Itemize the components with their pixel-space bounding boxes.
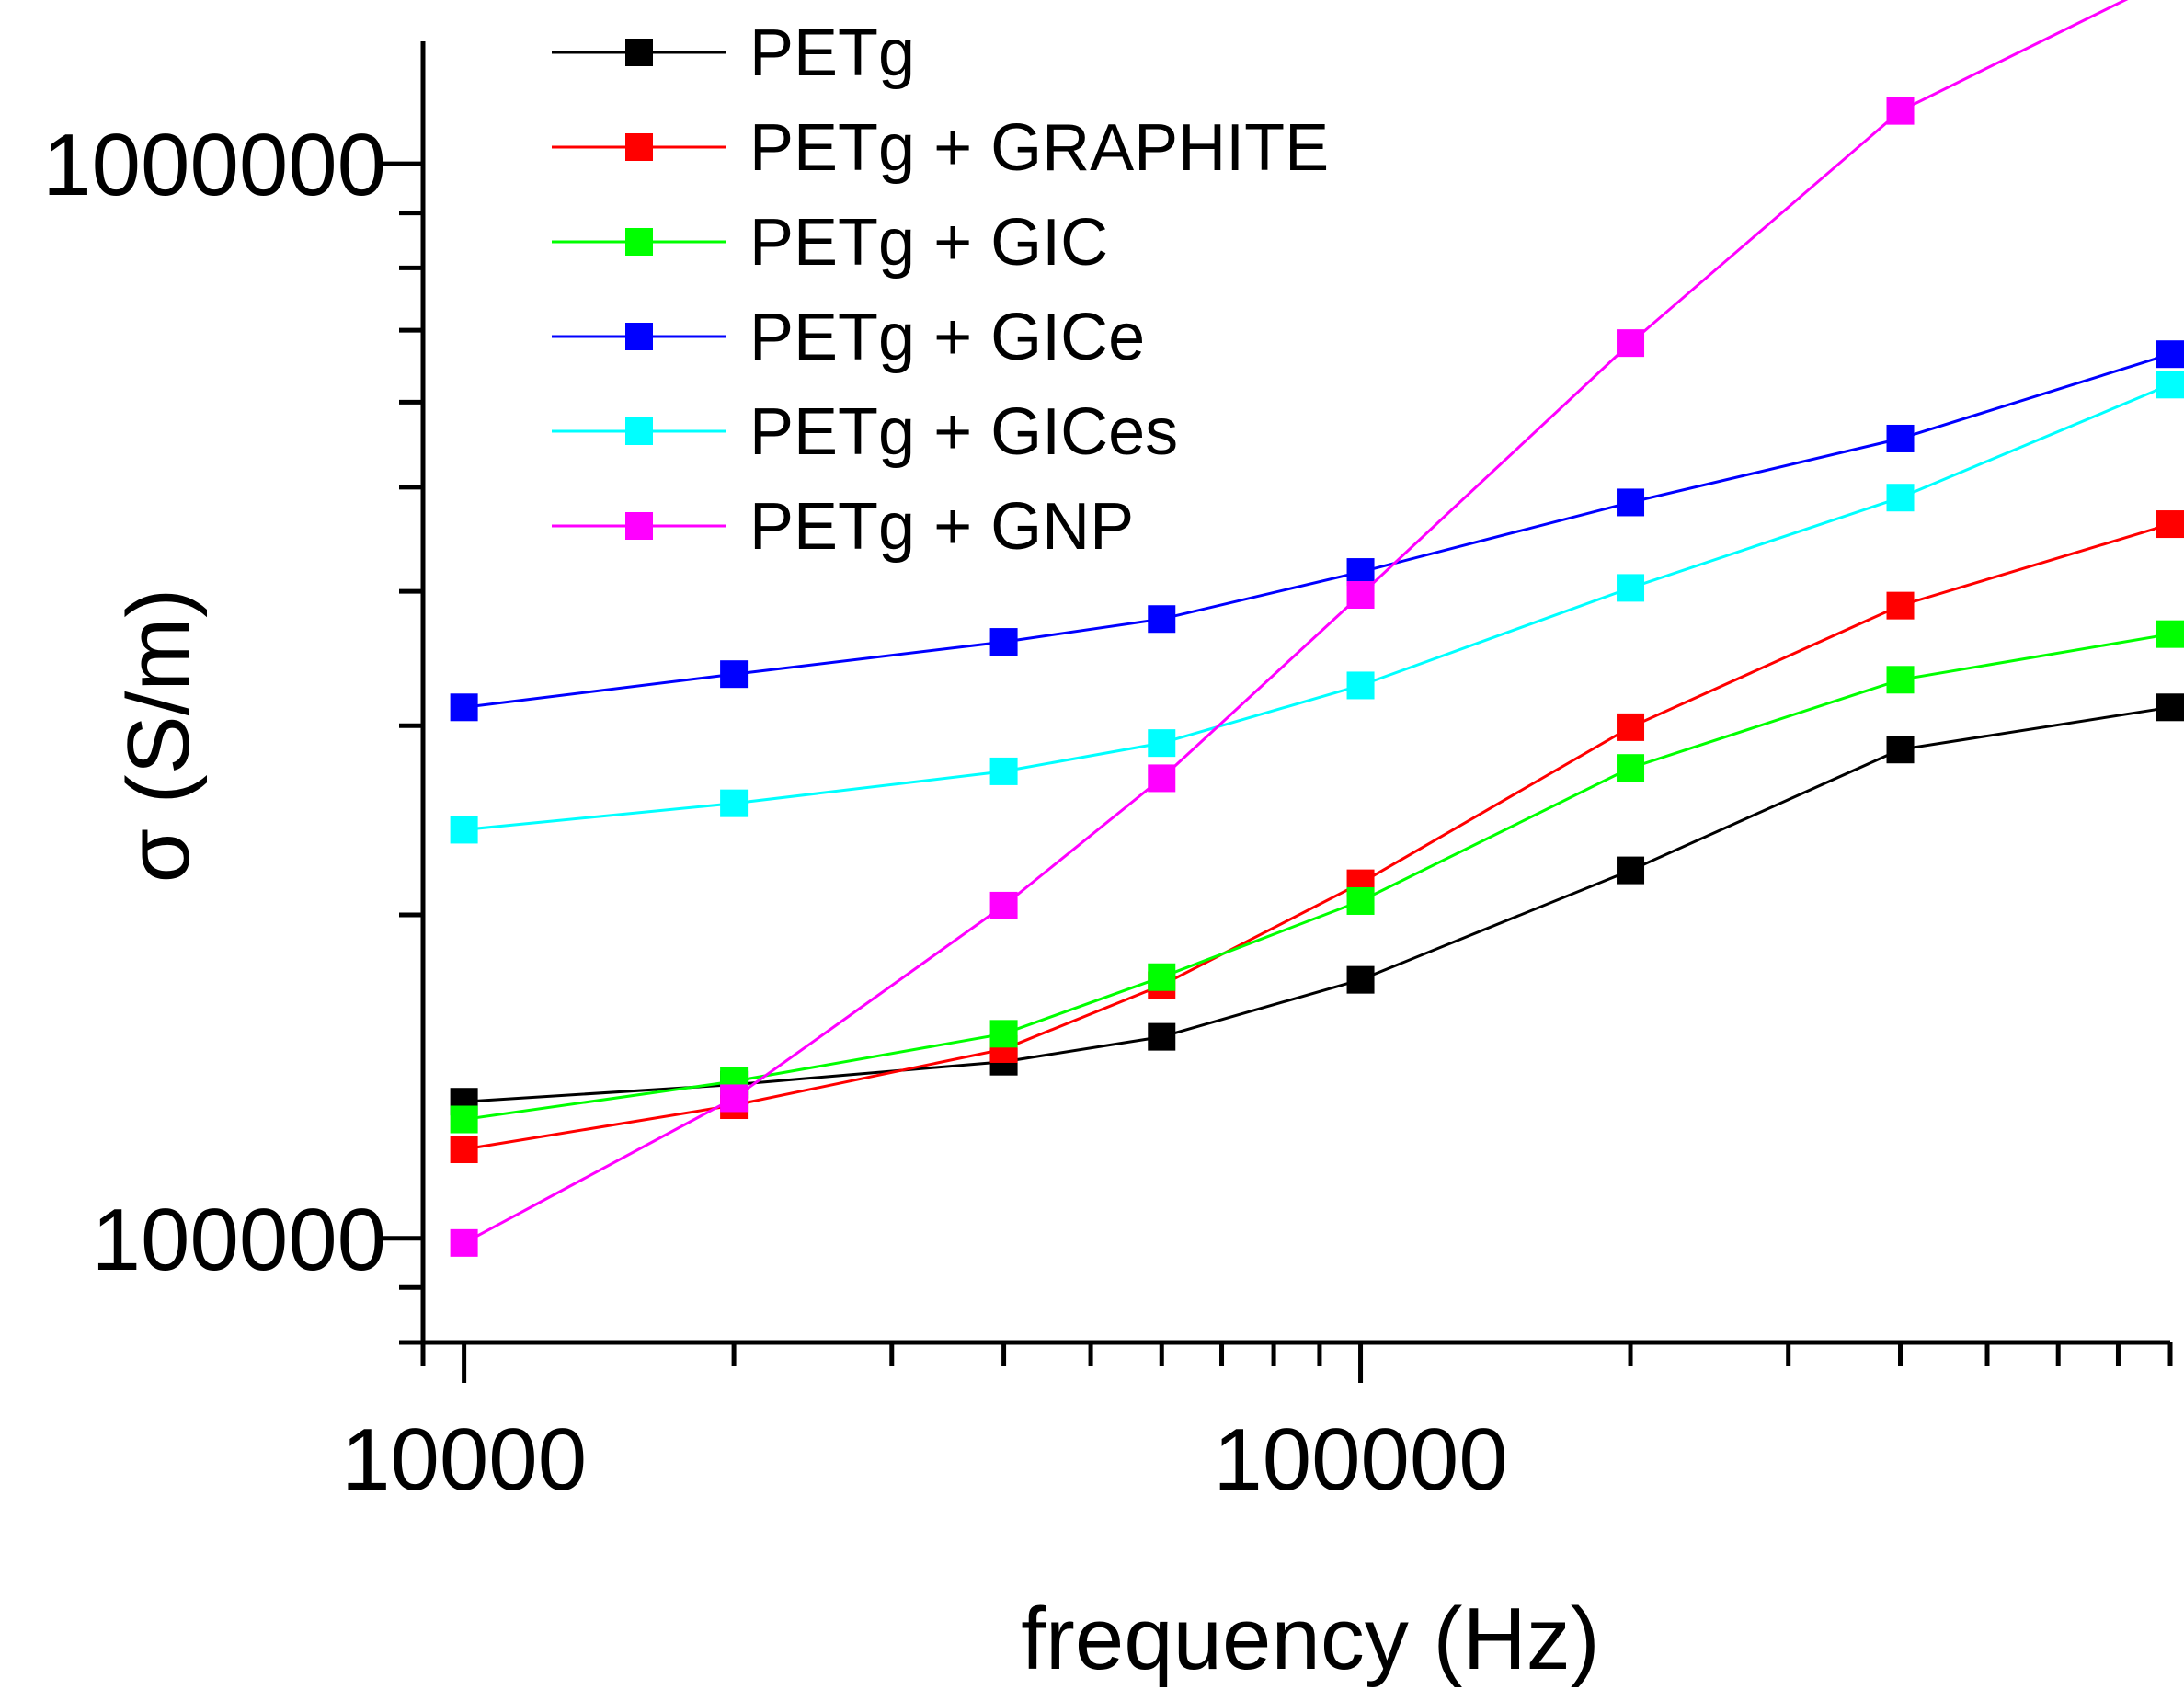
legend-entry: PETg xyxy=(552,17,915,90)
legend-marker xyxy=(625,228,653,256)
data-point xyxy=(450,1136,478,1164)
data-point xyxy=(989,757,1018,785)
data-point xyxy=(720,660,749,689)
x-axis-title: frequency (Hz) xyxy=(1021,1590,1600,1688)
series-2 xyxy=(450,510,2184,1164)
series-3 xyxy=(450,620,2184,1134)
legend-entry: PETg + GRAPHITE xyxy=(552,111,1329,185)
data-point xyxy=(2156,510,2184,539)
data-point xyxy=(450,816,478,844)
legend-marker xyxy=(625,417,653,445)
legend-entry: PETg + GICe xyxy=(552,301,1145,374)
data-point xyxy=(720,1084,749,1113)
legend-marker xyxy=(625,512,653,540)
data-point xyxy=(1886,97,1915,125)
data-point xyxy=(1886,484,1915,512)
legend-label: PETg + GNP xyxy=(749,490,1134,564)
data-point xyxy=(1346,886,1375,915)
data-point xyxy=(2156,371,2184,399)
data-point xyxy=(450,1105,478,1134)
data-point xyxy=(1886,666,1915,694)
series-line xyxy=(463,522,2171,1151)
data-point xyxy=(1148,1022,1176,1051)
series-line xyxy=(463,352,2171,709)
legend-marker xyxy=(625,323,653,350)
data-point xyxy=(1886,424,1915,452)
data-point xyxy=(1346,965,1375,994)
y-tick-label: 1000000 xyxy=(42,116,386,214)
legend: PETg PETg + GRAPHITE PETg + GIC PETg + GICe… xyxy=(552,17,1329,564)
legend-label: PETg + GICes xyxy=(749,395,1178,469)
data-point xyxy=(1886,736,1915,764)
data-point xyxy=(1148,729,1176,758)
data-point xyxy=(1886,591,1915,620)
data-point xyxy=(1617,574,1645,602)
data-point xyxy=(1148,605,1176,634)
legend-label: PETg + GICe xyxy=(749,301,1145,374)
data-point xyxy=(2156,693,2184,722)
data-point xyxy=(1617,488,1645,517)
data-point xyxy=(1617,713,1645,741)
series-4 xyxy=(450,340,2184,722)
data-point xyxy=(1617,754,1645,782)
legend-marker xyxy=(625,39,653,66)
data-point xyxy=(989,891,1018,919)
y-axis-title: σ (S/m) xyxy=(109,588,208,884)
series-line xyxy=(463,633,2171,1121)
legend-label: PETg + GIC xyxy=(749,206,1108,280)
legend-entry: PETg + GNP xyxy=(552,490,1134,564)
series-layer xyxy=(450,0,2184,1257)
series-line xyxy=(463,0,2129,1245)
legend-label: PETg xyxy=(749,17,915,90)
data-point xyxy=(989,628,1018,656)
x-tick-label: 10000 xyxy=(341,1410,587,1509)
x-tick-label: 100000 xyxy=(1213,1410,1507,1509)
data-point xyxy=(1148,764,1176,793)
series-6 xyxy=(450,0,2129,1257)
data-point xyxy=(1617,856,1645,885)
y-tick-label: 100000 xyxy=(92,1191,386,1289)
data-point xyxy=(720,789,749,817)
data-point xyxy=(450,1228,478,1257)
data-point xyxy=(1346,581,1375,610)
series-5 xyxy=(450,371,2184,844)
data-point xyxy=(1346,671,1375,700)
legend-marker xyxy=(625,133,653,161)
legend-label: PETg + GRAPHITE xyxy=(749,111,1329,185)
series-line xyxy=(463,705,2171,1103)
series-line xyxy=(463,382,2171,831)
legend-entry: PETg + GIC xyxy=(552,206,1108,280)
data-point xyxy=(2156,620,2184,648)
data-point xyxy=(1148,963,1176,991)
legend-entry: PETg + GICes xyxy=(552,395,1178,469)
data-point xyxy=(989,1020,1018,1048)
data-point xyxy=(450,693,478,722)
axes: 10000 100000 100000 1000000 frequency (Hz) σ … xyxy=(42,41,2173,1688)
data-point xyxy=(1617,329,1645,358)
data-point xyxy=(2156,340,2184,369)
